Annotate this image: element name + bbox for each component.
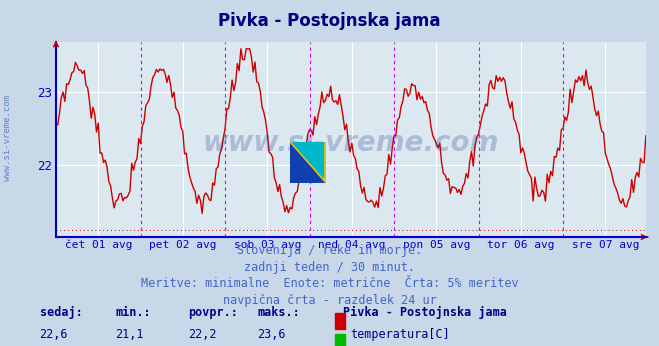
Text: min.:: min.: (115, 306, 151, 319)
Text: 22,6: 22,6 (40, 328, 68, 341)
Text: navpična črta - razdelek 24 ur: navpična črta - razdelek 24 ur (223, 294, 436, 307)
Text: temperatura[C]: temperatura[C] (351, 328, 450, 341)
Polygon shape (290, 142, 326, 183)
Text: Pivka - Postojnska jama: Pivka - Postojnska jama (343, 306, 507, 319)
Text: maks.:: maks.: (257, 306, 300, 319)
Text: povpr.:: povpr.: (188, 306, 238, 319)
Text: www.si-vreme.com: www.si-vreme.com (3, 95, 13, 181)
Polygon shape (292, 142, 323, 177)
Text: 22,2: 22,2 (188, 328, 216, 341)
Text: 21,1: 21,1 (115, 328, 144, 341)
Text: Slovenija / reke in morje.: Slovenija / reke in morje. (237, 244, 422, 257)
Text: sedaj:: sedaj: (40, 306, 82, 319)
Text: 23,6: 23,6 (257, 328, 285, 341)
Text: Meritve: minimalne  Enote: metrične  Črta: 5% meritev: Meritve: minimalne Enote: metrične Črta:… (140, 277, 519, 290)
Text: Pivka - Postojnska jama: Pivka - Postojnska jama (218, 12, 441, 30)
Text: zadnji teden / 30 minut.: zadnji teden / 30 minut. (244, 261, 415, 274)
Text: www.si-vreme.com: www.si-vreme.com (203, 129, 499, 157)
